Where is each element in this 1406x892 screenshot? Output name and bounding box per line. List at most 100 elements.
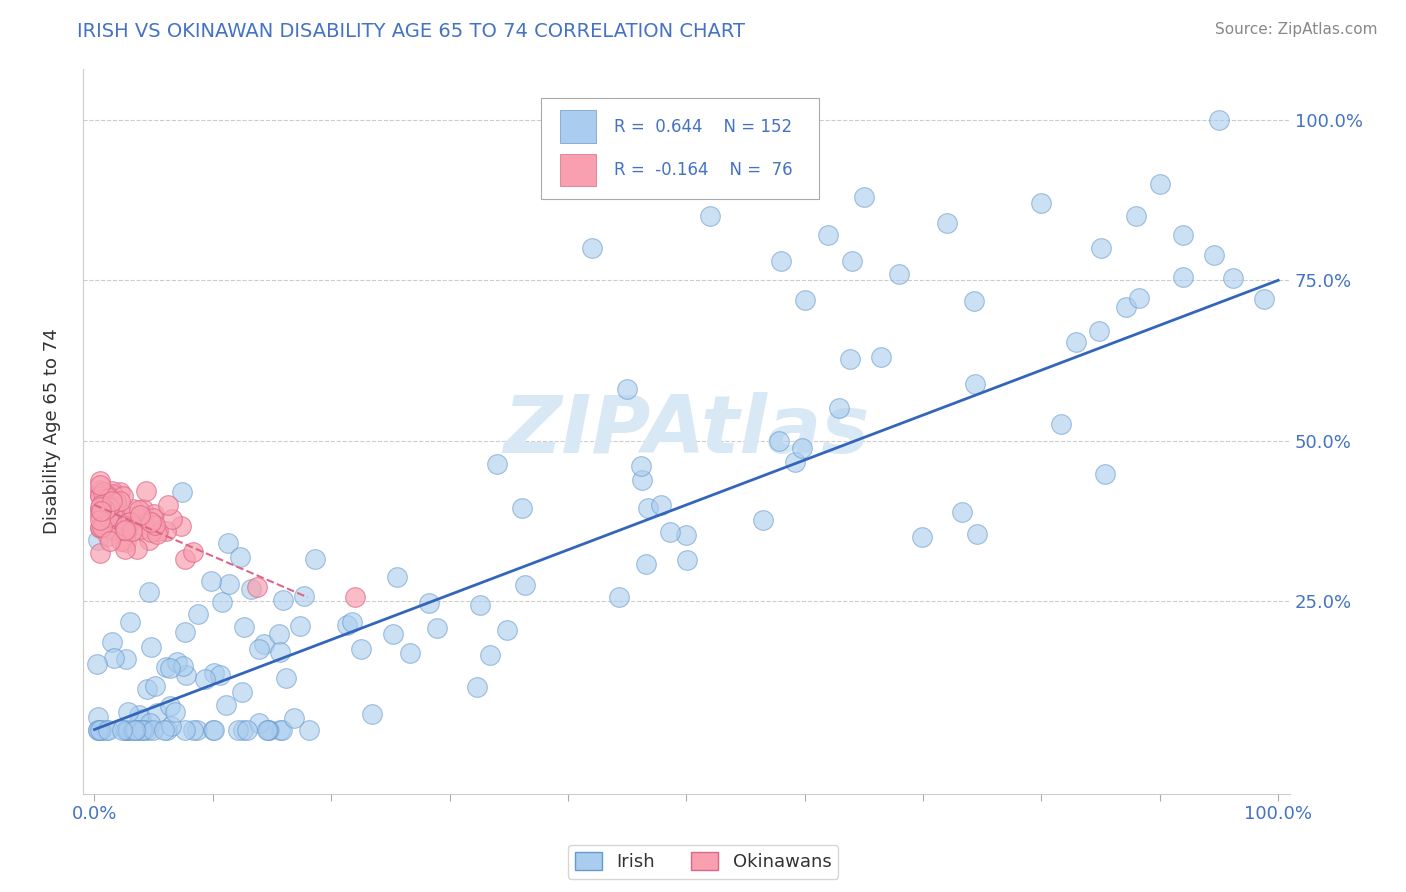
Point: [235, 723, 257, 737]
Point: [233, 620, 256, 634]
Point: [115, 535, 138, 549]
Point: [94, 723, 117, 737]
Point: [637, 500, 659, 515]
Point: [111, 489, 134, 503]
Point: [253, 636, 276, 650]
Point: [128, 502, 150, 516]
Point: [101, 493, 124, 508]
Point: [911, 530, 934, 544]
Point: [89, 520, 111, 534]
Point: [120, 515, 142, 529]
Point: [204, 723, 226, 737]
Point: [269, 723, 291, 737]
Point: [817, 228, 839, 243]
Text: ZIPAtlas: ZIPAtlas: [503, 392, 869, 470]
Point: [131, 522, 153, 536]
Point: [630, 473, 652, 487]
Point: [1125, 209, 1147, 223]
Point: [90, 498, 112, 512]
Point: [962, 294, 984, 309]
Point: [89, 546, 111, 560]
Point: [89, 513, 111, 527]
Point: [385, 570, 408, 584]
Point: [128, 708, 150, 723]
Point: [304, 552, 326, 566]
Point: [246, 580, 269, 594]
Point: [211, 595, 233, 609]
Point: [170, 519, 193, 533]
Point: [1064, 334, 1087, 349]
Point: [200, 574, 222, 588]
Point: [852, 190, 875, 204]
Point: [174, 625, 197, 640]
Point: [270, 723, 292, 737]
FancyBboxPatch shape: [541, 97, 820, 199]
Point: [935, 215, 957, 229]
Point: [115, 723, 138, 737]
Point: [418, 596, 440, 610]
Point: [208, 668, 231, 682]
Point: [1088, 324, 1111, 338]
Point: [292, 589, 315, 603]
Point: [1094, 467, 1116, 482]
Point: [124, 723, 146, 737]
Point: [105, 495, 128, 509]
Point: [186, 723, 208, 737]
Point: [1171, 270, 1194, 285]
Point: [93, 504, 115, 518]
Point: [90, 723, 112, 737]
Point: [103, 650, 125, 665]
Point: [159, 719, 181, 733]
Point: [247, 716, 270, 731]
Point: [752, 513, 775, 527]
Point: [142, 511, 165, 525]
Point: [166, 655, 188, 669]
Point: [194, 672, 217, 686]
Point: [139, 525, 162, 540]
Point: [790, 441, 813, 455]
Text: R =  0.644    N = 152: R = 0.644 N = 152: [614, 118, 792, 136]
Point: [336, 617, 359, 632]
Point: [963, 376, 986, 391]
Point: [155, 524, 177, 538]
Point: [156, 499, 179, 513]
Point: [247, 642, 270, 657]
Point: [510, 501, 533, 516]
Point: [127, 517, 149, 532]
Text: IRISH VS OKINAWAN DISABILITY AGE 65 TO 74 CORRELATION CHART: IRISH VS OKINAWAN DISABILITY AGE 65 TO 7…: [77, 22, 745, 41]
Point: [139, 716, 162, 731]
Point: [218, 577, 240, 591]
Point: [793, 293, 815, 307]
Point: [138, 533, 160, 547]
Point: [217, 536, 239, 550]
FancyBboxPatch shape: [560, 153, 596, 186]
Point: [1208, 112, 1230, 127]
Point: [91, 484, 114, 499]
Point: [146, 706, 169, 720]
Point: [630, 458, 652, 473]
Point: [89, 483, 111, 498]
Point: [117, 723, 139, 737]
Point: [97, 500, 120, 514]
Point: [115, 516, 138, 531]
Point: [1115, 300, 1137, 314]
Point: [181, 723, 204, 737]
Point: [100, 486, 122, 500]
Point: [98, 498, 121, 512]
Point: [132, 502, 155, 516]
Point: [98, 533, 121, 548]
Point: [1222, 271, 1244, 285]
Point: [136, 682, 159, 697]
Point: [114, 542, 136, 557]
Point: [87, 723, 110, 737]
Point: [136, 723, 159, 737]
Point: [118, 514, 141, 528]
Point: [115, 723, 138, 737]
Point: [232, 723, 254, 737]
Point: [889, 267, 911, 281]
Point: [89, 508, 111, 523]
Point: [115, 652, 138, 666]
Point: [496, 623, 519, 637]
Point: [170, 485, 193, 500]
Point: [143, 507, 166, 521]
